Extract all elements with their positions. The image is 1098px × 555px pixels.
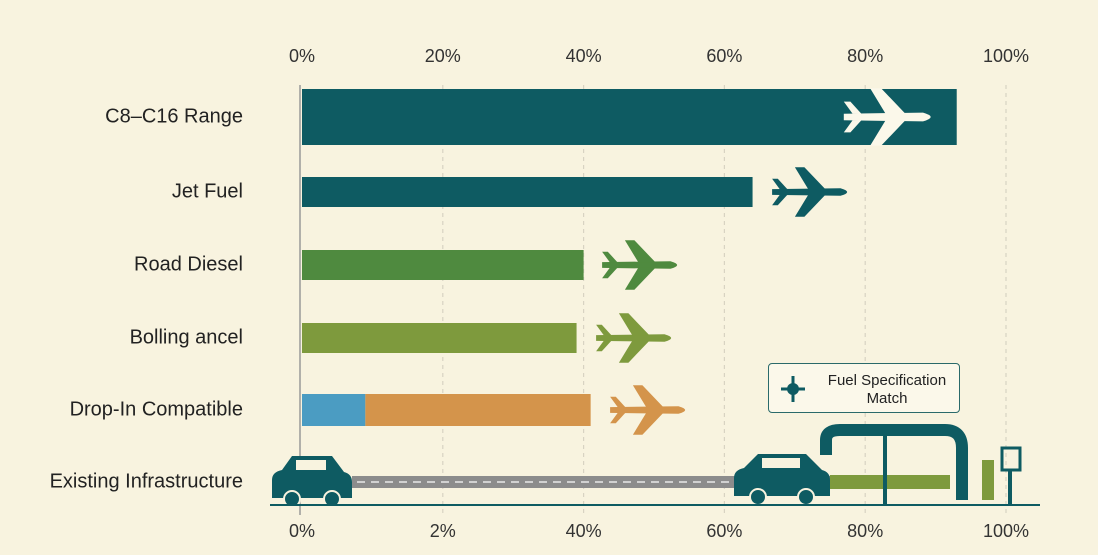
x2-tick-label: 80% xyxy=(847,521,883,541)
plane-icon xyxy=(610,385,686,435)
x-tick-label: 0% xyxy=(289,46,315,66)
x-tick-label: 40% xyxy=(566,46,602,66)
x-tick-label: 80% xyxy=(847,46,883,66)
category-label: Bolling ancel xyxy=(130,326,243,348)
x2-tick-label: 0% xyxy=(289,521,315,541)
plane-wing xyxy=(794,167,826,217)
bar xyxy=(302,394,366,426)
x2-tick-label: 40% xyxy=(566,521,602,541)
plane-body xyxy=(596,334,672,342)
plane-tail xyxy=(610,396,626,424)
plane-icon xyxy=(843,88,931,146)
category-label: C8–C16 Range xyxy=(105,105,243,127)
plane-body xyxy=(602,261,678,269)
vehicle-wheel xyxy=(797,488,815,506)
pipeline xyxy=(820,424,968,500)
vehicle-wheel xyxy=(323,490,341,508)
category-label: Road Diesel xyxy=(134,253,243,275)
plane-icon xyxy=(772,167,848,217)
legend: Fuel Specification Match xyxy=(768,363,960,413)
pump xyxy=(982,460,994,500)
category-label: Jet Fuel xyxy=(172,180,243,202)
plane-icon xyxy=(602,240,678,290)
bar xyxy=(302,177,753,207)
bar xyxy=(302,323,577,353)
vehicle-body xyxy=(272,456,352,498)
vehicle-wheel xyxy=(749,488,767,506)
bar xyxy=(302,250,584,280)
category-label: Drop-In Compatible xyxy=(70,398,243,420)
x2-tick-label: 60% xyxy=(706,521,742,541)
plane-tail xyxy=(772,178,788,206)
plane-wing xyxy=(618,313,650,363)
plane-body xyxy=(772,188,848,196)
vehicle-window xyxy=(296,460,326,470)
plane-wing xyxy=(632,385,664,435)
plane-wing xyxy=(870,88,906,146)
plane-icon xyxy=(596,313,672,363)
vehicle-icon xyxy=(272,456,352,508)
pipe-section xyxy=(830,475,950,489)
plane-body xyxy=(610,406,686,414)
plane-tail xyxy=(602,251,618,279)
bar xyxy=(365,394,591,426)
plane-tail xyxy=(596,324,612,352)
vehicle-body xyxy=(734,454,830,496)
x2-tick-label: 2% xyxy=(430,521,456,541)
vehicle-window xyxy=(762,458,800,468)
vehicle-icon xyxy=(734,454,830,506)
plane-body xyxy=(843,112,931,122)
x2-tick-label: 100% xyxy=(983,521,1029,541)
plane-tail xyxy=(843,101,862,133)
category-label: Existing Infrastructure xyxy=(50,470,243,492)
x-tick-label: 20% xyxy=(425,46,461,66)
legend-icon xyxy=(781,376,805,402)
vehicle-wheel xyxy=(283,490,301,508)
x-tick-label: 60% xyxy=(706,46,742,66)
plane-wing xyxy=(624,240,656,290)
pump-head xyxy=(1000,446,1022,472)
x-tick-label: 100% xyxy=(983,46,1029,66)
legend-label: Fuel Specification Match xyxy=(827,372,947,407)
